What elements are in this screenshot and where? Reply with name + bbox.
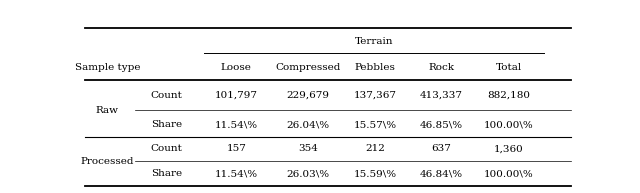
Text: 413,337: 413,337 (420, 91, 463, 100)
Text: Raw: Raw (96, 106, 119, 115)
Text: 26.04\%: 26.04\% (287, 120, 330, 130)
Text: Share: Share (151, 120, 182, 130)
Text: 11.54\%: 11.54\% (214, 120, 258, 130)
Text: Total: Total (496, 63, 522, 72)
Text: Terrain: Terrain (355, 37, 393, 46)
Text: 46.84\%: 46.84\% (420, 169, 463, 179)
Text: 46.85\%: 46.85\% (420, 120, 463, 130)
Text: Compressed: Compressed (275, 63, 341, 72)
Text: 26.03\%: 26.03\% (287, 169, 330, 179)
Text: 882,180: 882,180 (488, 91, 531, 100)
Text: Rock: Rock (428, 63, 454, 72)
Text: Pebbles: Pebbles (355, 63, 396, 72)
Text: 100.00\%: 100.00\% (484, 120, 534, 130)
Text: Share: Share (151, 169, 182, 179)
Text: 137,367: 137,367 (354, 91, 397, 100)
Text: Loose: Loose (221, 63, 252, 72)
Text: Count: Count (151, 91, 183, 100)
Text: Processed: Processed (81, 157, 134, 166)
Text: 212: 212 (365, 144, 385, 153)
Text: 1,360: 1,360 (494, 144, 524, 153)
Text: 11.54\%: 11.54\% (214, 169, 258, 179)
Text: 229,679: 229,679 (287, 91, 330, 100)
Text: 100.00\%: 100.00\% (484, 169, 534, 179)
Text: 637: 637 (431, 144, 451, 153)
Text: 101,797: 101,797 (215, 91, 258, 100)
Text: 15.57\%: 15.57\% (353, 120, 397, 130)
Text: 354: 354 (298, 144, 318, 153)
Text: 15.59\%: 15.59\% (353, 169, 397, 179)
Text: Count: Count (151, 144, 183, 153)
Text: Sample type: Sample type (74, 63, 140, 72)
Text: 157: 157 (227, 144, 246, 153)
